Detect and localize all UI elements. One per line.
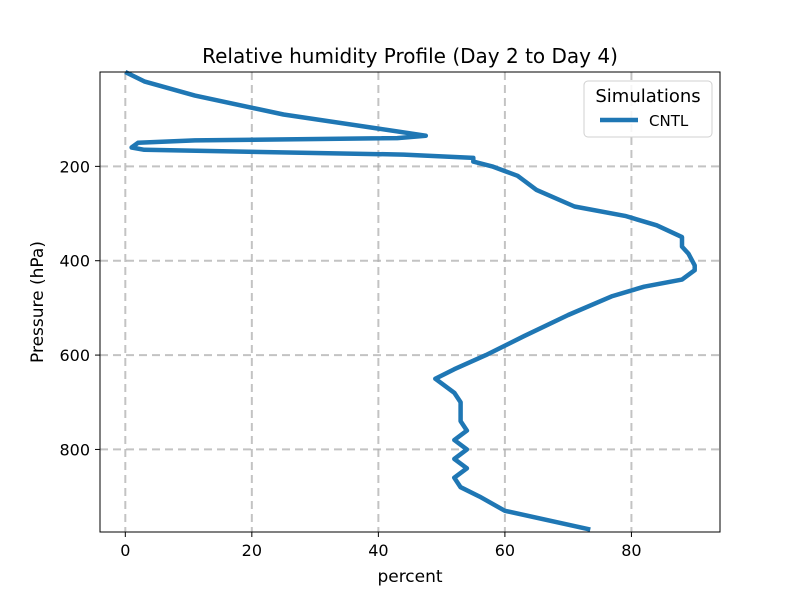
legend-box: [583, 80, 713, 138]
legend-title: Simulations: [595, 86, 700, 107]
y-tick-label: 600: [59, 346, 90, 365]
chart-title: Relative humidity Profile (Day 2 to Day …: [202, 44, 618, 68]
axis-ticks: 0 20 40 60 80 200 400 600 800: [59, 157, 641, 560]
y-tick-label: 800: [59, 440, 90, 459]
x-tick-label: 80: [621, 541, 641, 560]
x-tick-label: 40: [368, 541, 388, 560]
grid: [100, 72, 720, 532]
legend-label-cntl: CNTL: [649, 112, 689, 130]
x-axis-label: percent: [377, 567, 442, 587]
x-tick-label: 60: [495, 541, 515, 560]
x-tick-label: 0: [120, 541, 130, 560]
x-tick-label: 20: [242, 541, 262, 560]
y-tick-label: 200: [59, 157, 90, 176]
plot-frame: [99, 71, 721, 533]
legend: Simulations CNTL: [583, 80, 713, 138]
series-layer: [124, 69, 697, 532]
y-axis-label: Pressure (hPa): [28, 241, 48, 363]
series-line-cntl: [124, 69, 697, 532]
y-tick-label: 400: [59, 252, 90, 271]
